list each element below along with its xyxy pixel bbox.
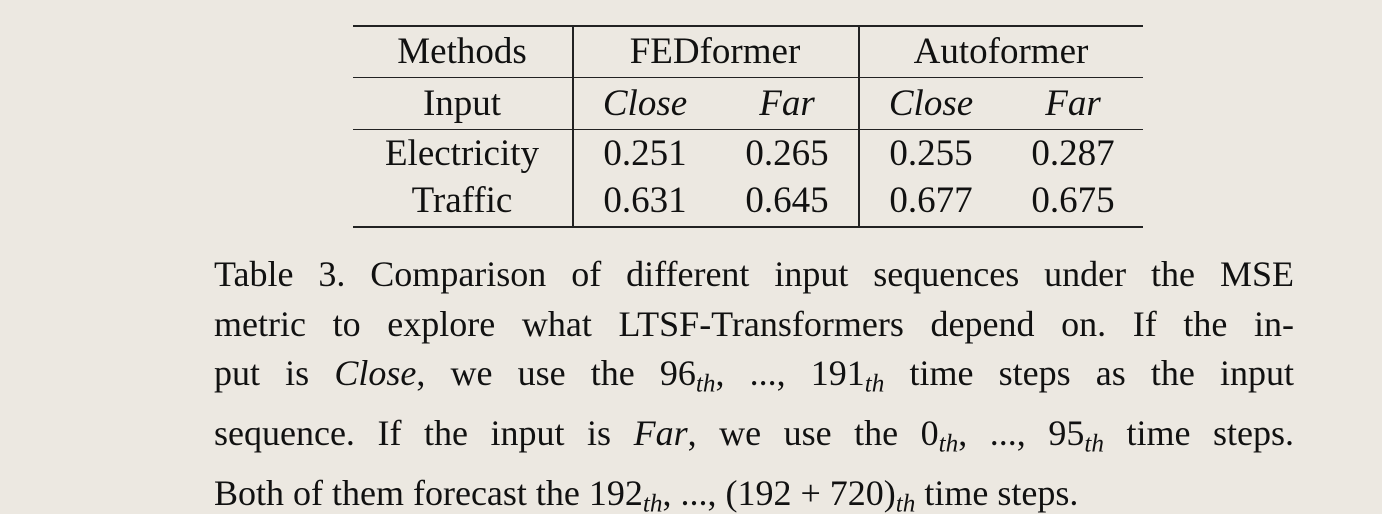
row-label: Electricity xyxy=(384,133,540,174)
table-row: Traffic 0.631 0.645 0.677 0.675 xyxy=(353,178,1143,226)
table-cell: 0.265 xyxy=(745,133,829,174)
caption-subscript: th xyxy=(695,370,716,398)
methods-header: Methods xyxy=(397,31,527,72)
caption-line: metric to explore what LTSF-Transformers… xyxy=(214,303,1294,344)
table-cell: 0.631 xyxy=(603,180,687,221)
table-row: Electricity 0.251 0.265 0.255 0.287 xyxy=(353,130,1143,178)
caption-close-term: Close xyxy=(334,353,417,393)
input-header: Input xyxy=(422,83,502,124)
table-divider-right xyxy=(858,27,860,226)
caption-text: , we use the 0 xyxy=(687,412,939,453)
caption-text: sequence. If the input is xyxy=(214,412,634,453)
autoformer-header: Autoformer xyxy=(913,31,1089,72)
table-cell: 0.675 xyxy=(1031,180,1115,221)
caption-subscript: th xyxy=(1084,430,1104,458)
caption-text: , ..., 191 xyxy=(715,353,865,393)
fedformer-close-header: Close xyxy=(602,83,688,124)
table-cell: 0.645 xyxy=(745,180,829,221)
table-cell: 0.677 xyxy=(889,180,973,221)
table-cell: 0.287 xyxy=(1031,133,1115,174)
caption-line: Both of them forecast the 192th, ..., (1… xyxy=(214,469,1294,514)
row-label: Traffic xyxy=(411,180,513,221)
caption-line: put is Close, we use the 96th, ..., 191t… xyxy=(214,349,1294,409)
fedformer-far-header: Far xyxy=(759,83,815,124)
table-caption: Table 3. Comparison of different input s… xyxy=(214,250,1294,514)
caption-text: , ..., 95 xyxy=(958,412,1085,453)
comparison-table: Methods FEDformer Autoformer Input Close… xyxy=(353,25,1143,228)
caption-subscript: th xyxy=(642,489,663,514)
table-divider-left xyxy=(572,27,574,226)
autoformer-far-header: Far xyxy=(1045,83,1101,124)
caption-subscript: th xyxy=(938,430,959,458)
caption-text: time steps as the input xyxy=(884,353,1295,393)
caption-line: sequence. If the input is Far, we use th… xyxy=(214,409,1294,469)
autoformer-close-header: Close xyxy=(888,83,974,124)
caption-subscript: th xyxy=(864,370,885,398)
caption-text: , we use the 96 xyxy=(416,353,696,393)
caption-far-term: Far xyxy=(633,412,688,453)
caption-text: , ..., (192 + 720) xyxy=(662,472,896,513)
caption-text: time steps. xyxy=(1103,412,1294,453)
caption-text: time steps. xyxy=(915,472,1079,513)
table-cell: 0.251 xyxy=(603,133,687,174)
caption-text: Both of them forecast the 192 xyxy=(214,472,643,513)
table-cell: 0.255 xyxy=(889,133,973,174)
caption-line: Table 3. Comparison of different input s… xyxy=(214,254,1294,294)
table-input-row: Input Close Far Close Far xyxy=(353,78,1143,130)
caption-subscript: th xyxy=(895,489,916,514)
table-header-row: Methods FEDformer Autoformer xyxy=(353,27,1143,78)
caption-text: put is xyxy=(214,353,335,393)
fedformer-header: FEDformer xyxy=(629,31,801,72)
